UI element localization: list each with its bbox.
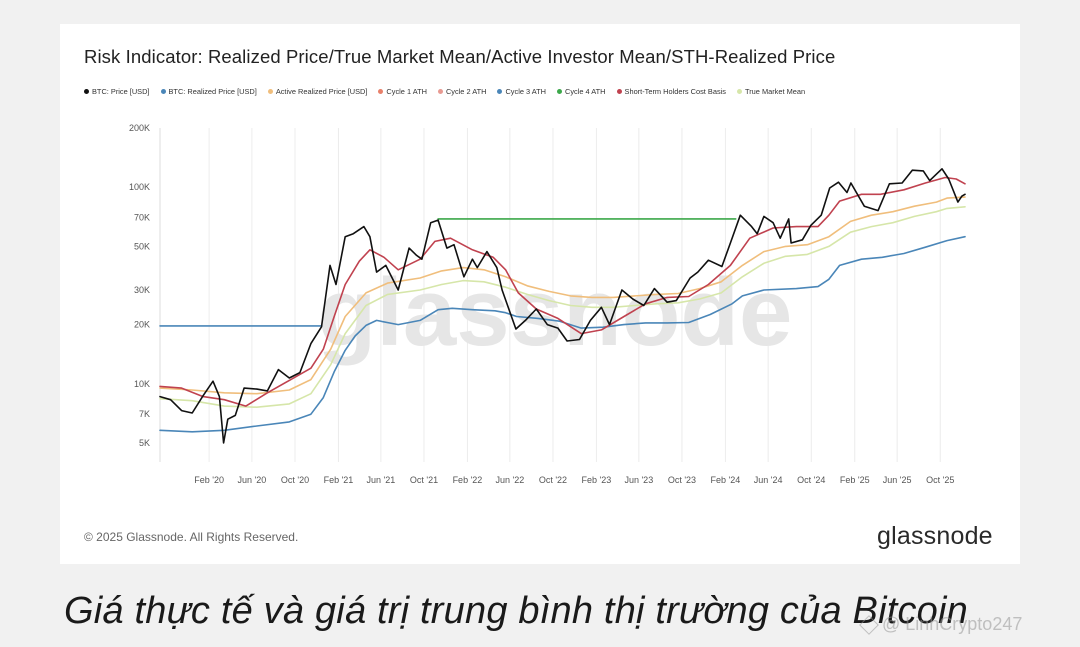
y-tick-label: 200K	[129, 123, 150, 133]
legend-item[interactable]: Cycle 2 ATH	[437, 86, 487, 96]
chart-card	[60, 24, 1020, 564]
x-tick-label: Jun '22	[495, 475, 524, 485]
legend-label: Cycle 2 ATH	[445, 86, 487, 96]
y-tick-label: 10K	[134, 379, 150, 389]
legend-dot-icon	[378, 88, 384, 94]
brand-logo-text: glassnode	[877, 522, 993, 550]
legend-label: BTC: Realized Price [USD]	[168, 86, 257, 96]
series-line-active-realized-price-usd	[159, 196, 966, 395]
legend-item[interactable]: BTC: Realized Price [USD]	[160, 86, 257, 96]
chart-title: Risk Indicator: Realized Price/True Mark…	[84, 46, 836, 67]
x-tick-label: Oct '21	[410, 475, 438, 485]
x-tick-label: Oct '24	[797, 475, 825, 485]
legend-item[interactable]: Cycle 1 ATH	[378, 87, 427, 96]
image-caption: Giá thực tế và giá trị trung bình thị tr…	[64, 590, 968, 632]
x-tick-label: Oct '22	[539, 475, 567, 485]
author-handle: @ LinhCrypto247	[859, 614, 1023, 636]
x-tick-label: Jun '21	[366, 475, 395, 485]
y-tick-label: 70K	[134, 213, 150, 223]
legend-label: Cycle 1 ATH	[386, 86, 427, 96]
legend-label: True Market Mean	[744, 86, 806, 96]
x-tick-label: Feb '25	[840, 475, 870, 485]
x-tick-label: Jun '24	[754, 475, 783, 485]
x-tick-label: Oct '20	[281, 475, 309, 485]
legend-dot-icon	[616, 88, 622, 94]
series-line-true-market-mean	[159, 206, 966, 408]
y-tick-label: 100K	[129, 182, 150, 192]
watermark-text: glassnode	[318, 259, 793, 366]
y-tick-label: 30K	[134, 285, 150, 295]
legend-dot-icon	[497, 88, 503, 94]
x-tick-label: Feb '22	[453, 475, 483, 485]
legend-dot-icon	[84, 88, 89, 94]
x-tick-label: Oct '25	[926, 475, 954, 485]
chart-legend: BTC: Price [USD] BTC: Realized Price [USD…	[84, 85, 805, 97]
legend-item[interactable]: Cycle 3 ATH	[497, 87, 546, 96]
legend-item[interactable]: True Market Mean	[736, 86, 806, 96]
y-tick-label: 5K	[139, 438, 150, 448]
author-handle-text: @ LinhCrypto247	[882, 614, 1023, 634]
legend-label: Short-Term Holders Cost Basis	[624, 86, 726, 96]
y-tick-label: 50K	[134, 241, 150, 251]
y-tick-label: 20K	[134, 320, 150, 330]
x-tick-label: Oct '23	[668, 475, 696, 485]
legend-label: Active Realized Price [USD]	[275, 86, 368, 96]
legend-item[interactable]: Cycle 4 ATH	[557, 87, 606, 96]
legend-label: BTC: Price [USD]	[92, 86, 150, 96]
series-line-btc-realized-price-usd	[159, 235, 966, 433]
legend-dot-icon	[736, 88, 742, 94]
x-tick-label: Jun '25	[883, 475, 912, 485]
legend-label: Cycle 3 ATH	[505, 86, 546, 96]
legend-dot-icon	[437, 88, 443, 94]
diamond-icon	[859, 615, 879, 636]
legend-dot-icon	[267, 88, 273, 94]
y-tick-label: 7K	[139, 409, 150, 419]
x-tick-label: Feb '21	[324, 475, 354, 485]
legend-dot-icon	[557, 88, 562, 94]
series-line-btc-price-usd	[159, 168, 966, 444]
x-tick-label: Feb '20	[194, 475, 224, 485]
x-tick-label: Feb '24	[711, 475, 741, 485]
x-tick-label: Jun '23	[624, 475, 653, 485]
legend-label: Cycle 4 ATH	[565, 86, 606, 96]
legend-item[interactable]: BTC: Price [USD]	[84, 87, 150, 96]
x-tick-label: Feb '23	[582, 475, 612, 485]
legend-item[interactable]: Short-Term Holders Cost Basis	[616, 86, 726, 96]
copyright-text: © 2025 Glassnode. All Rights Reserved.	[84, 530, 299, 544]
legend-item[interactable]: Active Realized Price [USD]	[267, 86, 368, 96]
legend-dot-icon	[160, 88, 166, 94]
x-tick-label: Jun '20	[238, 475, 267, 485]
